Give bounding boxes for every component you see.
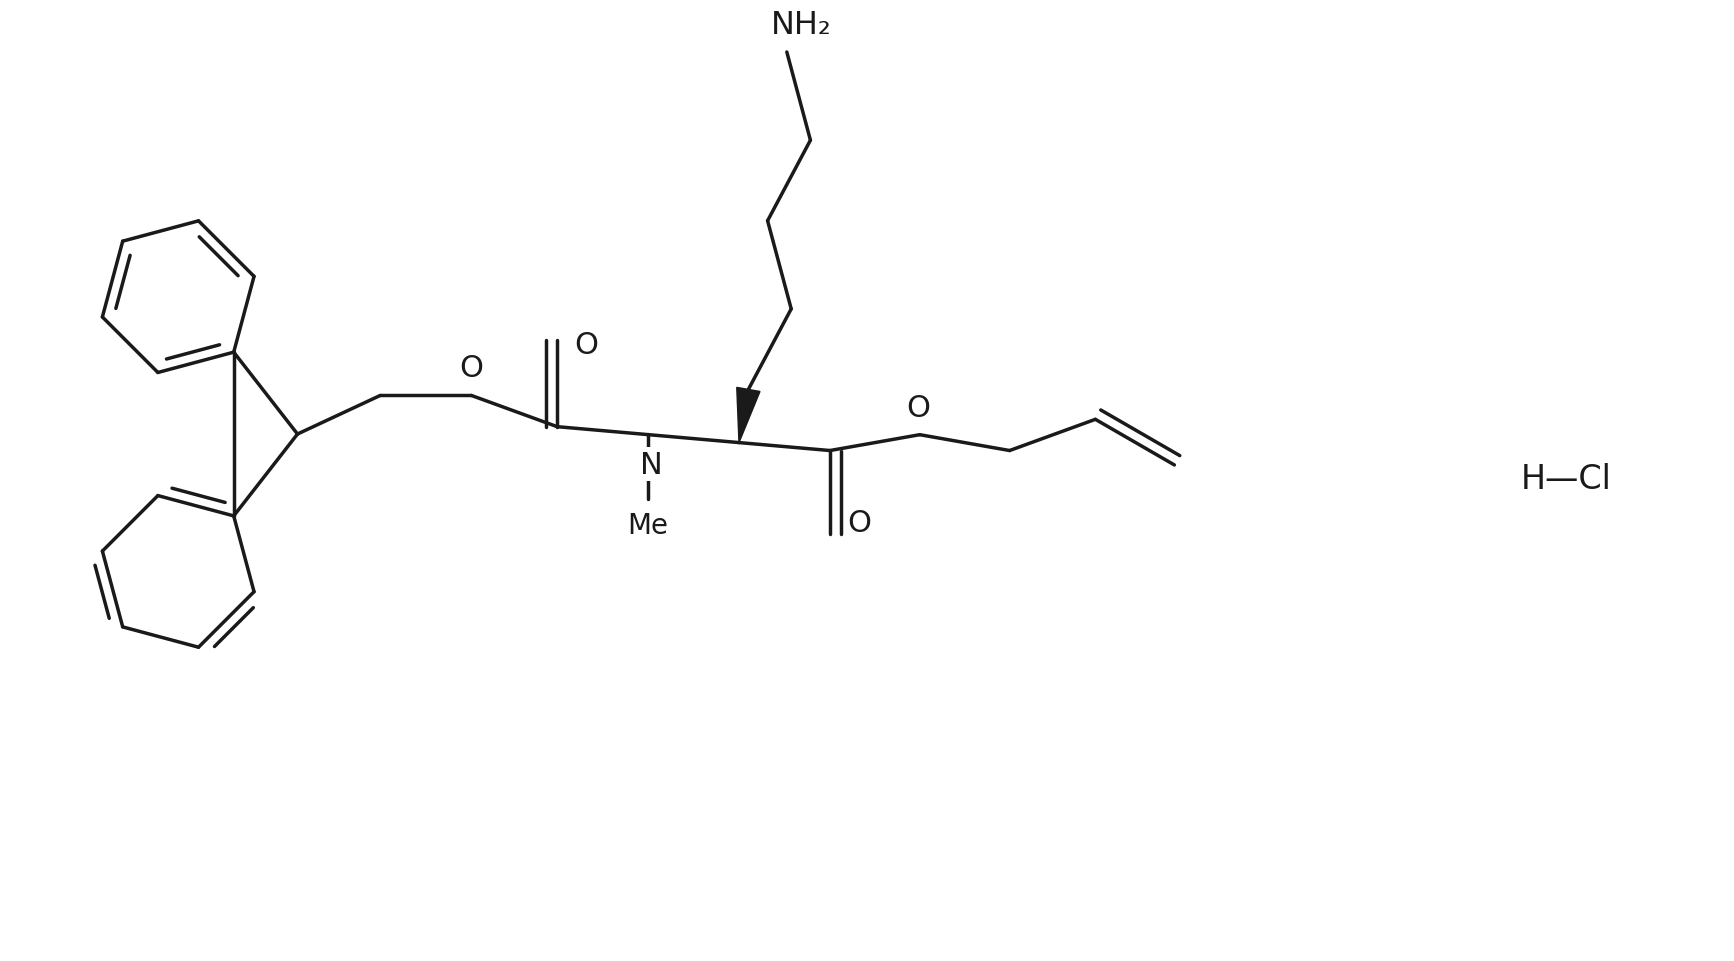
Polygon shape [737, 388, 759, 443]
Text: NH₂: NH₂ [772, 10, 832, 41]
Text: Me: Me [628, 511, 669, 539]
Text: O: O [574, 331, 598, 360]
Text: O: O [460, 354, 484, 383]
Text: O: O [848, 508, 870, 537]
Text: H—Cl: H—Cl [1521, 462, 1613, 495]
Text: O: O [905, 393, 929, 422]
Text: N: N [640, 450, 662, 480]
